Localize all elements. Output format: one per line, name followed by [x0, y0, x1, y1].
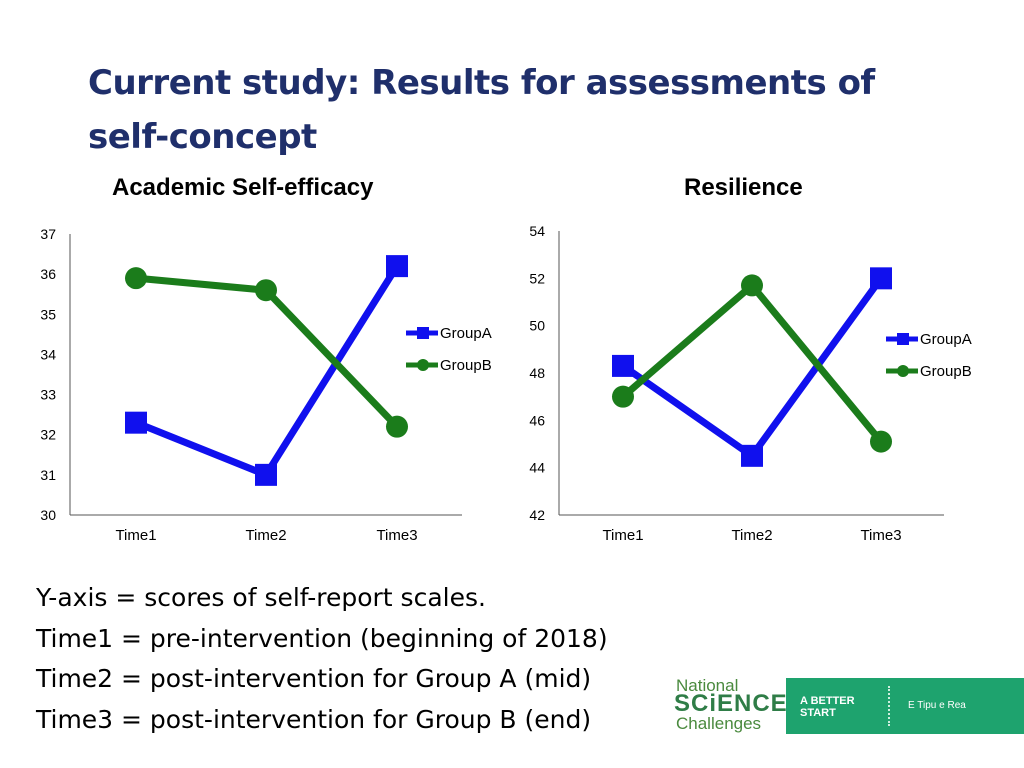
notes-block: Y-axis = scores of self-report scales. T…	[36, 578, 608, 740]
y-tick-label: 42	[529, 507, 545, 523]
chart-title-resilience: Resilience	[684, 174, 803, 201]
data-point-groupb	[255, 279, 277, 302]
national-science-challenges-logo: National SCiENCE Challenges A BETTER STA…	[670, 676, 1024, 734]
chart-title-academic-self-efficacy: Academic Self-efficacy	[112, 174, 374, 201]
logo-divider	[888, 686, 890, 726]
data-point-groupb	[870, 430, 892, 453]
data-point-groupa	[741, 444, 763, 467]
legend-label-groupb: GroupB	[440, 357, 492, 374]
data-point-groupa	[386, 255, 408, 278]
note-time2: Time2 = post-intervention for Group A (m…	[36, 664, 592, 693]
data-point-groupa	[612, 354, 634, 377]
legend-label-groupa: GroupA	[440, 325, 492, 342]
slide-title: Current study: Results for assessments o…	[88, 63, 875, 157]
data-point-groupb	[741, 274, 763, 297]
data-point-groupa	[125, 411, 147, 434]
y-tick-label: 32	[40, 427, 56, 443]
x-category-label: Time1	[115, 527, 156, 544]
logo-tagline: A BETTER START	[800, 695, 855, 719]
legend-marker-groupb	[897, 365, 909, 377]
data-point-groupa	[255, 463, 277, 486]
logo-line2: SCiENCE	[674, 690, 788, 717]
logo-line1: National	[676, 676, 739, 695]
legend-marker-groupb	[417, 359, 429, 371]
data-point-groupb	[125, 267, 147, 290]
note-time3: Time3 = post-intervention for Group B (e…	[36, 704, 592, 734]
logo-line3: Challenges	[676, 714, 762, 733]
y-tick-label: 31	[40, 467, 56, 483]
legend-marker-groupa	[897, 333, 909, 345]
y-tick-label: 50	[529, 318, 545, 334]
x-category-label: Time3	[860, 527, 901, 544]
data-point-groupb	[612, 385, 634, 408]
y-tick-label: 33	[40, 387, 56, 403]
y-tick-label: 34	[40, 346, 56, 362]
legend-marker-groupa	[417, 327, 429, 339]
y-tick-label: 46	[529, 412, 545, 428]
logo-maori-text: E Tipu e Rea	[908, 700, 966, 711]
legend-label-groupa: GroupA	[920, 331, 972, 348]
y-tick-label: 37	[40, 226, 56, 242]
logo-wordmark: National SCiENCE Challenges	[670, 676, 787, 734]
y-tick-label: 35	[40, 306, 56, 322]
note-time1: Time1 = pre-intervention (beginning of 2…	[36, 623, 608, 653]
x-category-label: Time2	[245, 527, 286, 544]
data-point-groupa	[870, 267, 892, 290]
y-tick-label: 30	[40, 507, 56, 523]
legend-label-groupb: GroupB	[920, 363, 972, 380]
x-category-label: Time3	[376, 527, 417, 544]
series-line-groupb	[620, 281, 884, 444]
y-tick-label: 48	[529, 365, 545, 381]
data-point-groupb	[386, 415, 408, 438]
y-tick-label: 54	[529, 223, 545, 239]
y-tick-label: 52	[529, 270, 545, 286]
x-category-label: Time1	[602, 527, 643, 544]
logo-band: A BETTER START E Tipu e Rea	[786, 678, 1024, 734]
y-tick-label: 44	[529, 460, 545, 476]
y-tick-label: 36	[40, 266, 56, 282]
x-category-label: Time2	[731, 527, 772, 544]
note-yaxis: Y-axis = scores of self-report scales.	[36, 583, 486, 612]
